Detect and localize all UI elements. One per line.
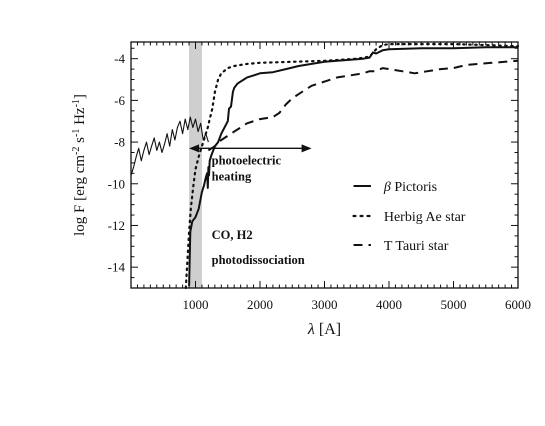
shaded-band-layer — [189, 42, 202, 288]
heating-label: heating — [212, 169, 252, 183]
legend-label-beta-pictoris: β Pictoris — [383, 180, 437, 195]
series-line-3 — [130, 116, 209, 176]
legend: β Pictoris Herbig Ae star T Tauri star — [352, 180, 466, 254]
y-tick-label: -14 — [108, 260, 126, 275]
y-tick-label: -12 — [108, 218, 125, 233]
y-tick-label: -8 — [114, 135, 125, 150]
x-axis-title: λ [A] — [307, 321, 341, 338]
series-layer — [130, 43, 520, 290]
y-tick-label: -10 — [108, 176, 125, 191]
series-line-2 — [207, 59, 519, 152]
y-tick-label: -4 — [114, 51, 125, 66]
y-tick-label: -6 — [114, 93, 125, 108]
legend-label-t-tauri: T Tauri star — [384, 239, 449, 254]
x-tick-label: 2000 — [247, 297, 273, 312]
arrowhead-left — [189, 144, 200, 153]
x-tick-label: 4000 — [376, 297, 402, 312]
shaded-band — [189, 42, 202, 288]
x-axis-unit: [A] — [315, 321, 341, 338]
y-axis-title: log F [erg cm-2 s-1 Hz-1] — [71, 94, 89, 236]
annotation-layer: photoelectric heating CO, H2 photodissoc… — [189, 144, 312, 267]
series-line-1 — [184, 43, 520, 290]
lambda-symbol: λ — [307, 321, 315, 338]
beta-symbol: β — [383, 180, 391, 195]
co-h2-label: CO, H2 — [212, 228, 253, 242]
x-tick-label: 6000 — [505, 297, 531, 312]
legend-label-herbig: Herbig Ae star — [384, 210, 466, 225]
arrowhead-right — [301, 144, 312, 153]
tick-layer: 1000 2000 3000 4000 5000 6000 -4 -6 -8 -10 -12 -14 — [108, 42, 531, 312]
photodissociation-label: photodissociation — [212, 253, 305, 267]
photoelectric-label: photoelectric — [212, 153, 282, 167]
x-tick-label: 3000 — [312, 297, 338, 312]
x-tick-label: 1000 — [183, 297, 209, 312]
beta-pictoris-text: Pictoris — [391, 180, 437, 195]
x-tick-label: 5000 — [441, 297, 467, 312]
